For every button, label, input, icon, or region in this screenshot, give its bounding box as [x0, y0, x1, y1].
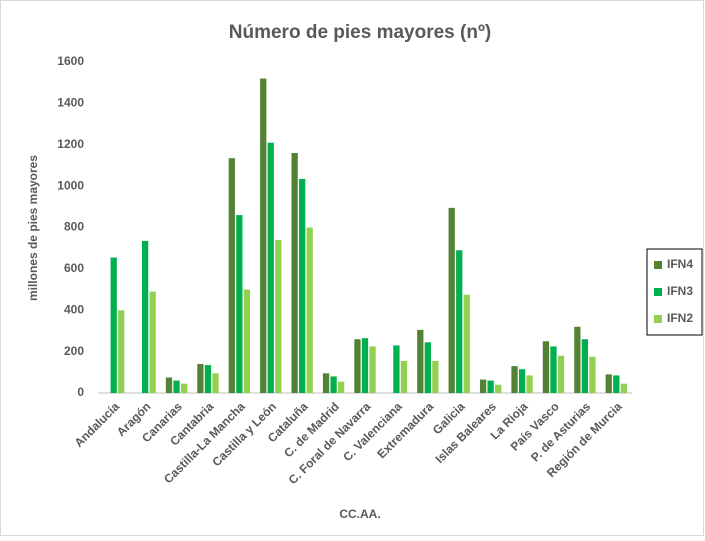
bar: [479, 379, 487, 393]
bar: [511, 366, 518, 393]
bar: [267, 142, 274, 393]
bar: [204, 365, 212, 393]
bar: [518, 369, 526, 393]
bar: [495, 384, 502, 393]
bar: [526, 375, 533, 393]
bar: [354, 339, 361, 393]
y-tick-label: 1400: [57, 96, 84, 110]
bar: [574, 326, 581, 393]
legend-label: IFN3: [667, 284, 693, 298]
bar: [322, 373, 330, 393]
y-tick-label: 200: [64, 344, 84, 358]
bar: [212, 373, 219, 393]
legend-swatch: [654, 315, 662, 323]
y-axis-label: millones de pies mayores: [26, 155, 40, 301]
bar: [550, 346, 557, 393]
bar: [197, 364, 204, 393]
bar: [393, 345, 400, 393]
bar: [369, 346, 376, 393]
bar: [463, 294, 470, 393]
chart-title: Número de pies mayores (nº): [229, 22, 491, 43]
bar: [400, 360, 408, 393]
x-axis-label: CC.AA.: [339, 507, 380, 521]
bar: [291, 153, 298, 393]
bar: [432, 360, 439, 393]
legend-swatch: [654, 261, 662, 269]
bar: [557, 355, 565, 393]
bar: [448, 207, 455, 393]
legend-label: IFN4: [667, 257, 693, 271]
bar: [330, 376, 337, 393]
bar: [118, 310, 125, 393]
bar: [417, 329, 424, 393]
bar: [236, 215, 243, 393]
bar: [361, 338, 369, 393]
bar: [605, 374, 612, 393]
bar: [243, 289, 251, 393]
bar: [487, 380, 494, 393]
bar: [306, 227, 313, 393]
y-tick-label: 600: [64, 261, 84, 275]
bar: [180, 383, 188, 393]
y-tick-label: 800: [64, 220, 84, 234]
y-tick-label: 0: [77, 385, 84, 399]
bar: [613, 375, 620, 393]
bar: [165, 377, 173, 393]
bar: [456, 250, 463, 393]
bar: [589, 356, 596, 393]
bar: [275, 239, 282, 393]
bar: [620, 383, 627, 393]
bar: [337, 381, 345, 393]
bar: [141, 240, 149, 393]
bar: [173, 380, 180, 393]
bar: [424, 342, 431, 393]
y-tick-label: 1600: [57, 54, 84, 68]
bar: [228, 158, 235, 393]
bar: [149, 291, 156, 393]
bar: [260, 78, 267, 394]
y-tick-label: 1000: [57, 178, 84, 192]
bar: [110, 257, 117, 393]
bar: [542, 341, 550, 393]
y-tick-label: 400: [64, 302, 84, 316]
bar: [299, 178, 306, 393]
bar: [581, 339, 589, 393]
legend-swatch: [654, 288, 662, 296]
legend-label: IFN2: [667, 311, 693, 325]
y-tick-label: 1200: [57, 137, 84, 151]
